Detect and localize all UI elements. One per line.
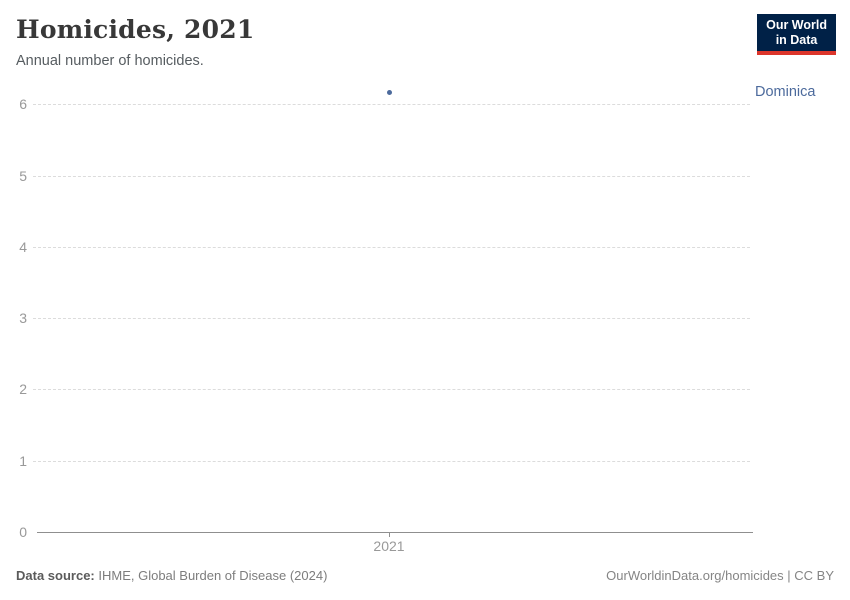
owid-url-license[interactable]: OurWorldinData.org/homicides | CC BY (606, 568, 834, 583)
x-axis-line (37, 532, 753, 533)
y-tick-label-2: 2 (19, 381, 27, 398)
y-tick-label-4: 4 (19, 238, 27, 255)
y-tick-label-6: 6 (19, 96, 27, 113)
data-source-value: IHME, Global Burden of Disease (2024) (94, 568, 328, 583)
gridline-y-2 (33, 389, 750, 391)
gridline-y-3 (33, 318, 750, 320)
chart-title: Homicides, 2021 (16, 15, 255, 44)
x-tick-mark (389, 532, 390, 537)
owid-logo-line1: Our World (766, 18, 827, 32)
gridline-y-1 (33, 460, 750, 462)
owid-logo-line2: in Data (775, 33, 818, 47)
chart-subtitle: Annual number of homicides. (16, 53, 204, 69)
entity-label-dominica[interactable]: Dominica (755, 84, 816, 101)
x-axis-tick-label: 2021 (373, 538, 405, 554)
gridline-y-4 (33, 246, 750, 248)
owid-logo[interactable]: Our World in Data (757, 14, 836, 55)
gridline-y-6 (33, 104, 750, 106)
data-point-dominica[interactable] (386, 89, 392, 95)
data-source-note: Data source: IHME, Global Burden of Dise… (16, 568, 327, 583)
y-tick-label-0: 0 (19, 524, 27, 540)
data-source-label: Data source: (16, 568, 95, 583)
y-tick-label-3: 3 (19, 310, 27, 327)
gridline-y-5 (33, 175, 750, 177)
chart-footer: Data source: IHME, Global Burden of Dise… (16, 568, 834, 583)
y-tick-label-1: 1 (19, 452, 27, 469)
y-tick-label-5: 5 (19, 167, 27, 184)
